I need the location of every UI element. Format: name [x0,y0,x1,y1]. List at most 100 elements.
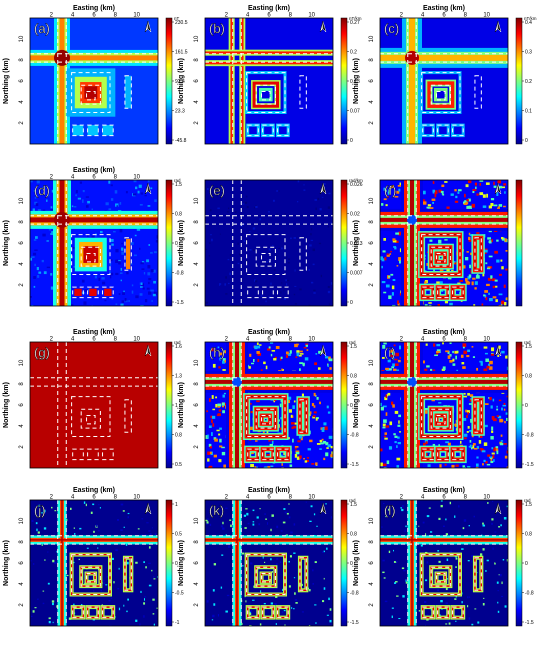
x-tick-label: 10 [133,13,140,19]
noise-speckle [207,187,209,191]
noise-speckle [507,246,508,250]
noise-speckle [395,560,398,563]
noise-speckle [208,425,212,429]
noise-speckle [119,228,123,233]
model-outline [86,91,96,101]
y-tick-label: 2 [19,445,25,449]
noise-speckle [280,356,283,359]
anomaly-body [104,288,112,297]
noise-speckle [492,285,496,289]
noise-speckle [117,587,120,590]
noise-speckle [275,346,280,349]
noise-speckle [484,424,488,428]
noise-speckle [494,250,498,254]
noise-speckle [123,290,125,293]
noise-speckle [424,410,428,414]
heatmap-image [380,342,508,468]
y-tick-label: 4 [19,100,25,104]
noise-speckle [316,442,321,445]
y-tick-label: 6 [369,561,375,565]
noise-speckle [115,203,119,207]
noise-speckle [250,410,255,414]
noise-speckle [253,279,256,282]
map-background [30,342,158,468]
colorbar-tick-label: 0 [175,241,178,247]
noise-speckle [454,189,457,192]
x-axis-label: Easting (km) [73,329,115,336]
noise-speckle [217,207,220,210]
noise-speckle [269,443,274,447]
colorbar-tick-label: 0.8 [350,532,357,538]
model-outline [71,72,111,113]
noise-speckle [153,280,156,284]
x-tick-label: 10 [308,337,315,343]
noise-speckle [275,623,277,625]
noise-speckle [51,600,55,603]
heatmap-image [205,500,333,626]
noise-speckle [438,189,442,193]
anomaly-band [380,217,508,222]
noise-speckle [145,566,147,569]
colorbar [340,341,348,469]
noise-speckle [325,356,329,359]
noise-speckle [30,180,33,183]
noise-speckle [129,263,133,265]
noise-speckle [328,358,333,362]
noise-speckle [393,344,396,347]
noise-speckle [294,422,298,425]
noise-speckle [292,405,295,409]
noise-speckle [249,248,252,251]
noise-speckle [327,356,331,360]
noise-speckle [238,467,243,468]
noise-speckle [426,614,429,616]
noise-speckle [69,507,72,510]
y-tick-label: 10 [194,517,200,524]
noise-speckle [266,261,268,264]
noise-speckle [504,455,508,459]
noise-speckle [315,353,318,355]
noise-speckle [270,528,272,532]
model-outline [247,606,259,619]
noise-speckle [135,295,139,299]
y-tick-label: 6 [194,561,200,565]
noise-speckle [495,448,499,451]
noise-speckle [402,595,405,598]
noise-speckle [482,194,486,198]
noise-speckle [327,225,329,228]
noise-speckle [56,605,58,608]
noise-speckle [207,434,209,439]
noise-speckle [496,405,498,408]
noise-speckle [79,527,82,530]
noise-speckle [211,419,213,423]
noise-speckle [431,198,436,201]
colorbar-unit: nT/km [349,16,362,21]
noise-speckle [467,560,470,562]
model-outline [87,448,99,461]
noise-speckle [501,300,505,305]
noise-speckle [237,242,239,245]
noise-speckle [147,291,152,295]
noise-speckle [418,525,420,527]
map-background [380,500,508,626]
noise-speckle [213,563,217,566]
noise-speckle [405,579,407,582]
noise-speckle [213,454,217,458]
noise-speckle [223,534,225,536]
noise-speckle [497,206,500,210]
panel-label: (j) [34,503,46,518]
noise-speckle [205,301,208,304]
colorbar-tick-label: -0.8 [525,591,534,597]
model-outline [430,246,451,267]
noise-speckle [490,436,494,440]
noise-speckle [391,366,395,369]
noise-speckle [328,597,330,601]
anomaly-peak [407,376,417,387]
noise-speckle [314,199,318,201]
noise-speckle [273,358,277,361]
model-outline [299,237,307,271]
anomaly-band [205,379,333,384]
model-outline [430,408,451,429]
noise-speckle [484,294,487,299]
noise-speckle [432,190,435,194]
